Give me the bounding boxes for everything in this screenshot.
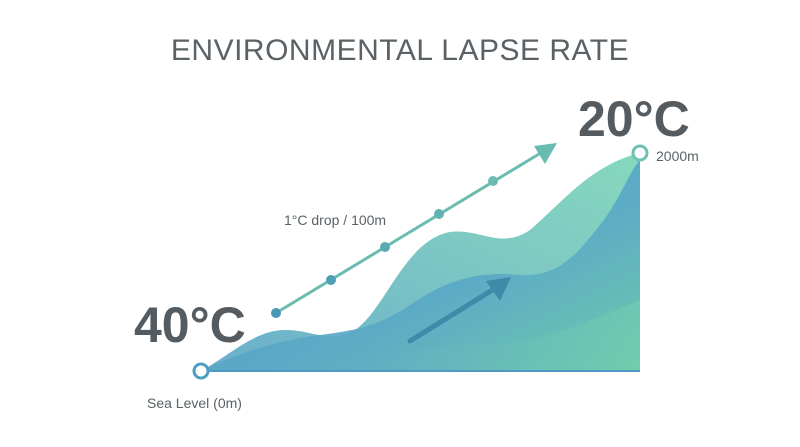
summit-altitude-label: 2000m	[656, 148, 699, 164]
summit-marker	[631, 144, 649, 162]
rate-step-dot	[271, 308, 281, 318]
sea-level-marker	[192, 362, 210, 380]
page-title: ENVIRONMENTAL LAPSE RATE	[170, 34, 630, 67]
lapse-rate-label: 1°C drop / 100m	[284, 212, 387, 228]
lapse-rate-arrow	[271, 143, 557, 318]
mountain-front-layer	[201, 160, 640, 371]
rate-step-dot	[326, 275, 336, 285]
inner-arrow	[407, 277, 511, 344]
mountain-base-layer	[330, 300, 640, 371]
rate-step-dot	[434, 209, 444, 219]
sea-level-altitude-label: Sea Level (0m)	[147, 395, 242, 411]
rate-step-dot	[488, 176, 498, 186]
summit-temperature: 20°C	[578, 91, 690, 147]
sea-level-temperature: 40°C	[134, 297, 246, 353]
rate-step-dot	[380, 242, 390, 252]
